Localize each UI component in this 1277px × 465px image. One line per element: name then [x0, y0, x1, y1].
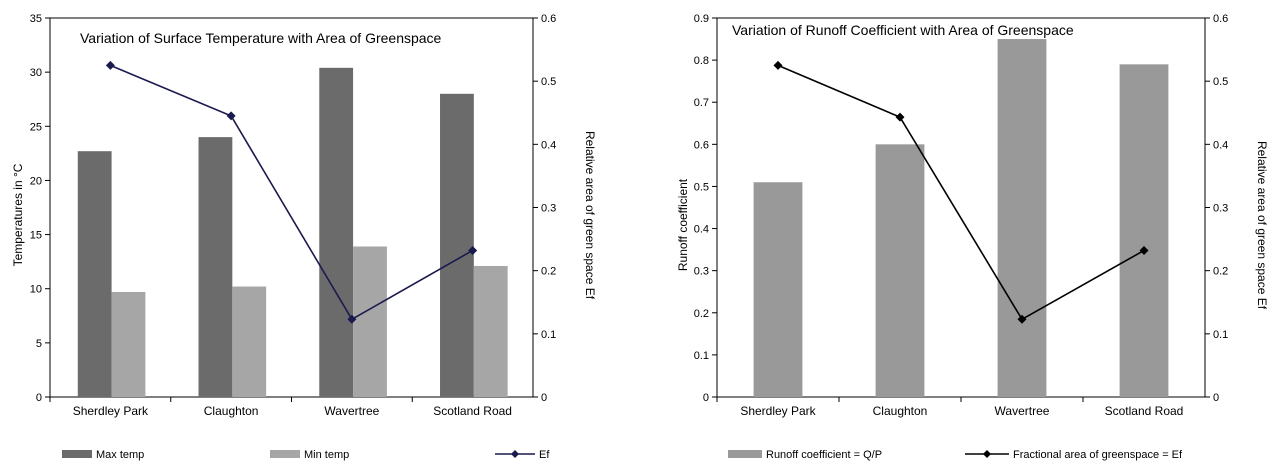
y2-tick-label: 0.5 — [1213, 76, 1228, 88]
legend-label: Max temp — [96, 449, 144, 461]
y-tick-label: 35 — [30, 13, 42, 25]
legend-label: Runoff coefficient = Q/P — [766, 449, 882, 461]
x-tick-label: Scotland Road — [1105, 404, 1184, 418]
legend-marker — [511, 450, 519, 458]
ef-point — [347, 314, 357, 324]
x-tick-label: Wavertree — [995, 404, 1050, 418]
y-axis-label: Runoff coefficient — [676, 178, 690, 271]
ef-point — [773, 60, 783, 70]
y2-tick-label: 0.6 — [1213, 13, 1228, 25]
y2-axis-label: Relative area of green space Ef — [583, 131, 597, 300]
bar-runoff-coefficient-q-p — [753, 182, 803, 397]
ef-point — [226, 111, 236, 121]
ef-point — [105, 60, 115, 70]
ef-point — [468, 245, 478, 255]
ef-line — [110, 64, 474, 321]
bar-max-temp — [440, 93, 474, 398]
y-tick-label: 10 — [30, 284, 42, 296]
legend-swatch — [728, 450, 762, 458]
y-tick-label: 15 — [30, 230, 42, 242]
y-tick-label: 0 — [36, 392, 42, 404]
y2-tick-label: 0 — [1213, 392, 1219, 404]
y-tick-label: 0.3 — [694, 266, 709, 278]
bar-runoff-coefficient-q-p — [1119, 64, 1169, 398]
x-tick-label: Scotland Road — [433, 404, 512, 418]
y2-tick-label: 0.2 — [1213, 266, 1228, 278]
y2-axis-label: Relative area of green space Ef — [1255, 141, 1269, 310]
bar-max-temp — [198, 137, 233, 397]
y-tick-label: 0.2 — [694, 308, 709, 320]
y-tick-label: 0 — [703, 392, 709, 404]
y-tick-label: 0.7 — [694, 97, 709, 109]
y-tick-label: 0.4 — [694, 224, 709, 236]
bar-min-temp — [232, 286, 267, 397]
y-tick-label: 0.5 — [694, 181, 709, 193]
y2-tick-label: 0.2 — [541, 266, 556, 278]
y-tick-label: 25 — [30, 121, 42, 133]
x-tick-label: Wavertree — [324, 404, 379, 418]
y2-tick-label: 0 — [541, 392, 547, 404]
y2-tick-label: 0.5 — [541, 76, 556, 88]
y-tick-label: 0.6 — [694, 139, 709, 151]
bar-runoff-coefficient-q-p — [875, 144, 925, 397]
y2-tick-label: 0.3 — [541, 203, 556, 215]
bar-min-temp — [473, 265, 508, 397]
y-tick-label: 20 — [30, 175, 42, 187]
y-tick-label: 0.8 — [694, 55, 709, 67]
ef-point — [1017, 314, 1027, 324]
y-axis-label: Temperatures in °C — [11, 163, 25, 266]
chart-title: Variation of Surface Temperature with Ar… — [80, 30, 442, 46]
y-tick-label: 5 — [36, 338, 42, 350]
x-tick-label: Claughton — [204, 404, 259, 418]
legend-swatch — [62, 450, 92, 458]
y2-tick-label: 0.4 — [541, 139, 556, 151]
x-tick-label: Claughton — [873, 404, 928, 418]
legend-label: Ef — [539, 449, 550, 461]
y2-tick-label: 0.6 — [541, 13, 556, 25]
y-tick-label: 30 — [30, 67, 42, 79]
bar-min-temp — [111, 291, 146, 397]
y2-tick-label: 0.1 — [541, 329, 556, 341]
y-tick-label: 0.1 — [694, 350, 709, 362]
legend-label: Min temp — [304, 449, 349, 461]
x-tick-label: Sherdley Park — [740, 404, 816, 418]
y-tick-label: 0.9 — [694, 13, 709, 25]
y2-tick-label: 0.1 — [1213, 329, 1228, 341]
ef-line — [777, 64, 1145, 321]
y2-tick-label: 0.4 — [1213, 139, 1228, 151]
bar-max-temp — [319, 67, 354, 397]
legend-swatch — [270, 450, 300, 458]
ef-point — [1139, 245, 1149, 255]
chart-title: Variation of Runoff Coefficient with Are… — [732, 22, 1074, 38]
bar-runoff-coefficient-q-p — [997, 39, 1047, 398]
y2-tick-label: 0.3 — [1213, 203, 1228, 215]
bar-min-temp — [353, 246, 387, 397]
ef-point — [895, 112, 905, 122]
bar-max-temp — [77, 151, 112, 397]
legend-label: Fractional area of greenspace = Ef — [1013, 449, 1183, 461]
legend-marker — [983, 450, 991, 458]
x-tick-label: Sherdley Park — [73, 404, 149, 418]
